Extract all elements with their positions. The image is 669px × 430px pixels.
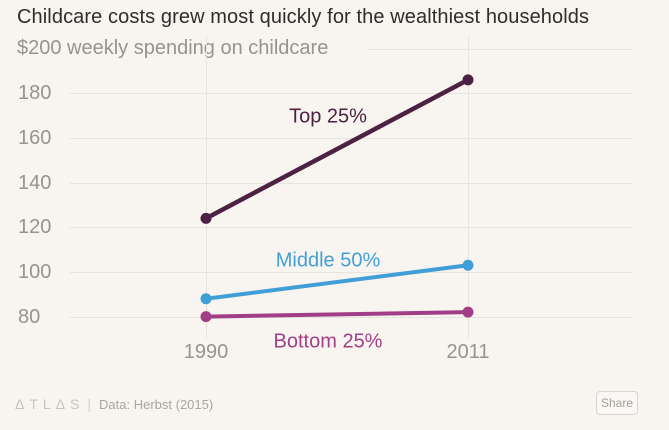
x-gridline-2011 <box>468 36 469 339</box>
series-line-top-25 <box>203 77 471 221</box>
data-point-bottom-25-2011 <box>462 306 474 318</box>
series-line-middle-50 <box>204 263 470 301</box>
x-tick-label-1990: 1990 <box>183 341 229 363</box>
data-point-top-25-1990 <box>200 212 212 224</box>
y-gridline-180 <box>70 93 633 95</box>
y-gridline-140 <box>70 182 633 184</box>
x-tick-label-2011: 2011 <box>446 341 490 363</box>
x-gridline-1990 <box>206 36 207 339</box>
y-gridline-80 <box>70 316 633 318</box>
data-point-bottom-25-1990 <box>200 311 212 323</box>
y-gridline-120 <box>70 227 633 229</box>
series-label-top-25: Top 25% <box>289 105 367 128</box>
footer-divider: | <box>87 396 92 412</box>
series-label-middle-50: Middle 50% <box>275 249 381 272</box>
chart-title: Childcare costs grew most quickly for th… <box>17 6 590 28</box>
y-tick-label-80: 80 <box>18 305 41 328</box>
y-gridline-200 <box>368 48 633 50</box>
y-tick-label-160: 160 <box>18 126 52 149</box>
y-tick-label-140: 140 <box>18 171 52 194</box>
share-button[interactable]: Share <box>596 391 638 415</box>
data-credit: Data: Herbst (2015) <box>99 396 214 412</box>
data-point-top-25-2011 <box>462 74 474 86</box>
chart-subtitle: $200 weekly spending on childcare <box>17 37 329 59</box>
atlas-logo: ΔTLΔS <box>15 396 85 412</box>
y-gridline-160 <box>70 137 633 139</box>
y-tick-label-100: 100 <box>18 260 52 283</box>
footer: ΔTLΔS | Data: Herbst (2015) <box>15 396 213 412</box>
data-point-middle-50-1990 <box>200 293 212 305</box>
y-gridline-100 <box>70 271 633 273</box>
y-tick-label-120: 120 <box>18 216 52 239</box>
y-tick-label-180: 180 <box>18 82 52 105</box>
series-label-bottom-25: Bottom 25% <box>273 330 383 353</box>
series-line-bottom-25 <box>204 310 470 319</box>
data-point-middle-50-2011 <box>462 259 474 271</box>
